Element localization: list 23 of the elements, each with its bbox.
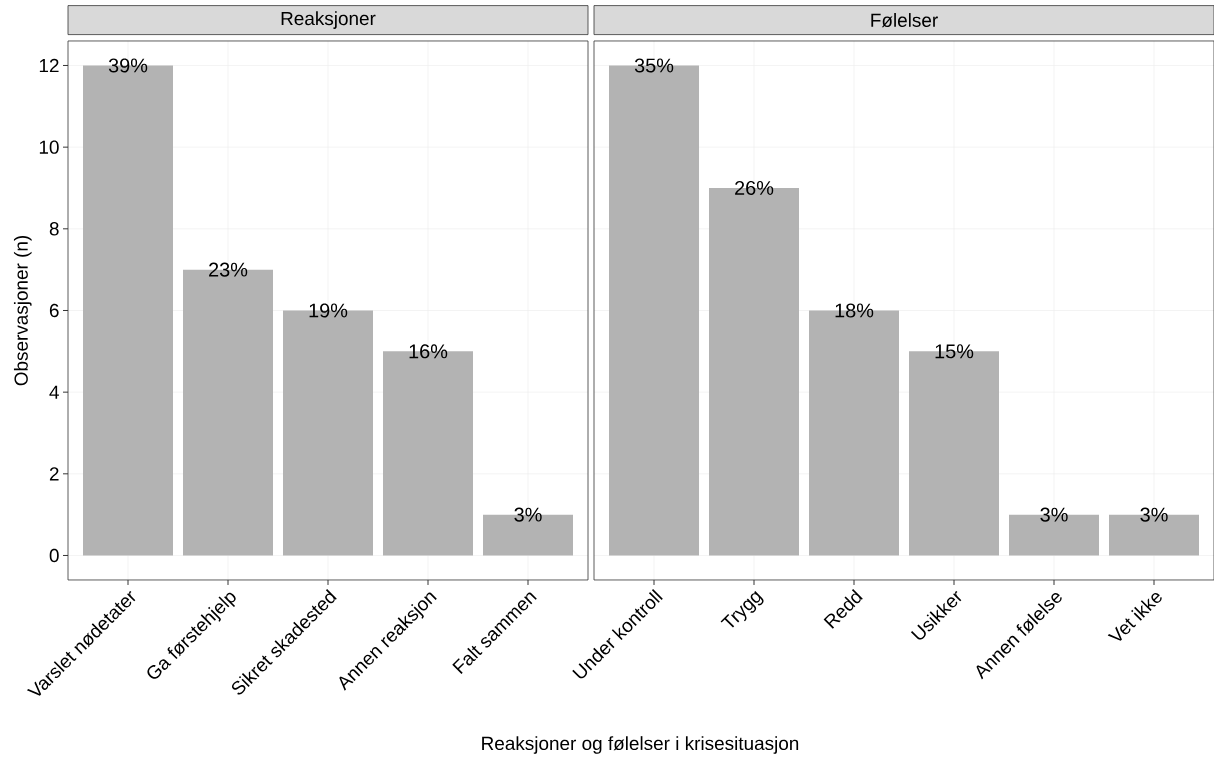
annotation: 3% [1040, 507, 1068, 522]
chart-title: Følelser [871, 13, 938, 28]
x-tick-label: Vet ikke [1107, 592, 1162, 641]
annotation: 35% [634, 58, 674, 73]
y-tick-label: 6 [49, 303, 59, 318]
y-tick-label: 12 [39, 58, 59, 73]
y-tick-label: 0 [49, 548, 59, 563]
annotation: 16% [409, 344, 448, 359]
y-tick-label: 10 [39, 140, 59, 154]
annotation: 26% [735, 180, 774, 196]
annotation: 18% [835, 303, 874, 318]
annotation: 23% [209, 262, 248, 277]
annotation: 39% [108, 58, 148, 73]
y-tick-label: 8 [49, 222, 59, 236]
y-axis-title: Observasjoner (n) [13, 235, 32, 386]
annotation: 3% [514, 507, 542, 522]
chart-title: Reaksjoner [281, 11, 376, 29]
annotation: 19% [309, 303, 348, 318]
y-tick-label: 4 [49, 385, 59, 399]
annotation: 3% [1140, 507, 1168, 522]
x-axis-title: Reaksjoner og følelser i krisesituasjon [482, 736, 799, 754]
annotation: 15% [935, 344, 974, 359]
y-tick-label: 2 [49, 467, 59, 481]
